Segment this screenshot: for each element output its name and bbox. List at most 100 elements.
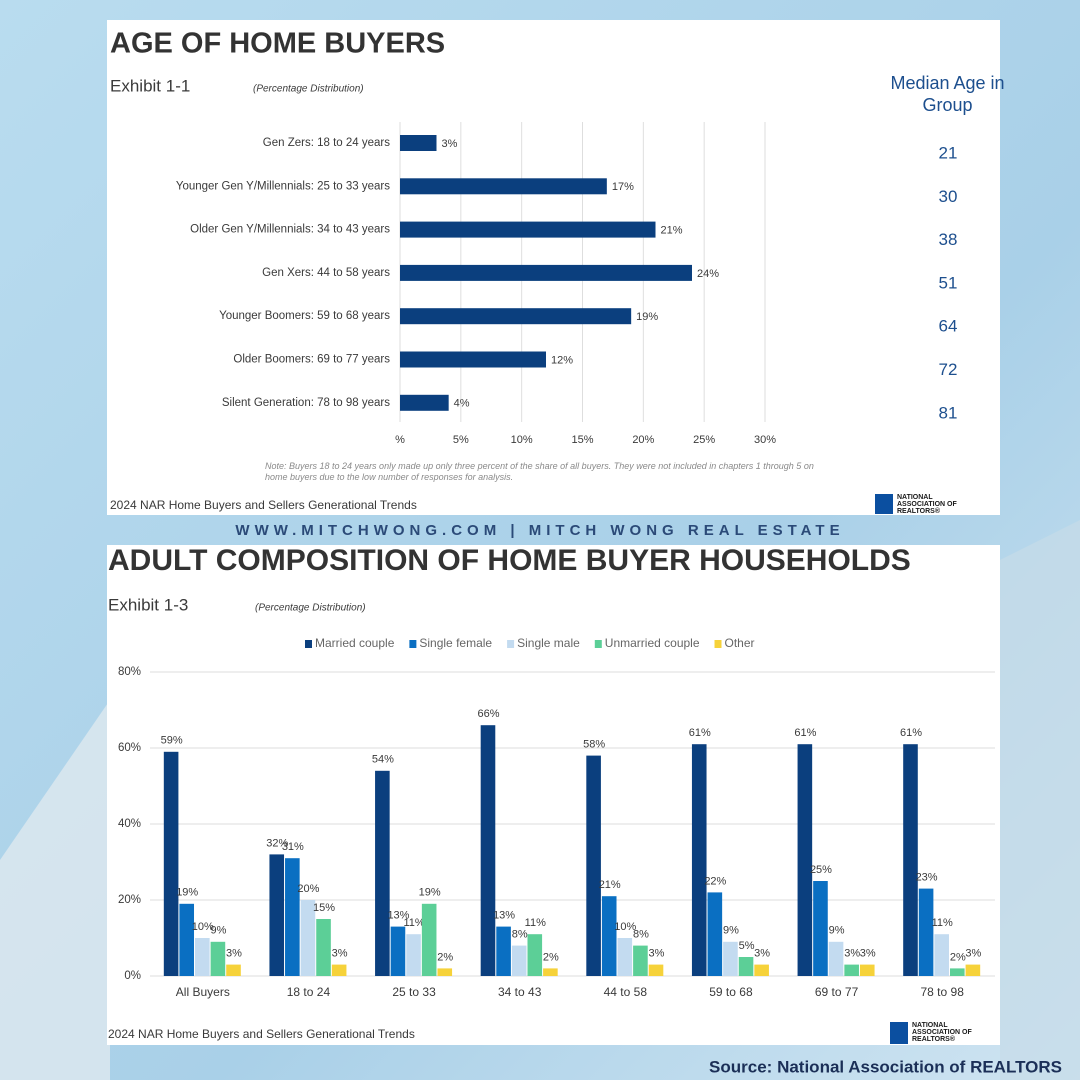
bar (586, 755, 601, 976)
legend-marker (594, 640, 602, 648)
median-age: 72 (939, 360, 958, 379)
data-label: 24% (697, 268, 719, 280)
median-age: 64 (939, 317, 958, 336)
data-label: 31% (282, 841, 304, 853)
bar (648, 964, 664, 976)
median-age: 30 (939, 187, 958, 206)
panel (107, 545, 1000, 1045)
data-label: 23% (916, 872, 938, 884)
data-label: 8% (633, 929, 649, 941)
legend-label: Other (725, 636, 755, 650)
x-tick-label: 78 to 98 (921, 985, 965, 999)
bar (437, 968, 453, 976)
data-label: 61% (794, 727, 816, 739)
y-tick-label: Younger Gen Y/Millennials: 25 to 33 year… (176, 180, 390, 192)
x-tick-label: 34 to 43 (498, 985, 542, 999)
logo: NATIONAL ASSOCIATION OF REALTORS® (897, 494, 957, 515)
x-tick-label: 20% (632, 434, 654, 446)
subtitle: (Percentage Distribution) (255, 603, 366, 614)
data-label: 19% (176, 887, 198, 899)
data-label: 9% (829, 925, 845, 937)
data-label: 21% (661, 225, 683, 237)
x-tick-label: % (395, 434, 405, 446)
data-label: 54% (372, 754, 394, 766)
data-label: 58% (583, 739, 605, 751)
footer: 2024 NAR Home Buyers and Sellers Generat… (110, 498, 417, 512)
bar (934, 934, 949, 976)
bar (390, 926, 406, 976)
bar (285, 858, 300, 976)
x-tick-label: 15% (571, 434, 593, 446)
data-label: 21% (599, 879, 621, 891)
legend-label: Married couple (315, 636, 395, 650)
bar (400, 351, 546, 368)
data-label: 4% (454, 398, 470, 410)
median-age: 51 (939, 273, 958, 292)
building (0, 700, 110, 1080)
data-label: 9% (210, 925, 226, 937)
data-label: 19% (419, 887, 441, 899)
footer: 2024 NAR Home Buyers and Sellers Generat… (108, 1027, 415, 1041)
x-tick-label: 25 to 33 (392, 985, 436, 999)
data-label: 9% (723, 925, 739, 937)
data-label: 3% (442, 138, 458, 150)
y-tick-label: Silent Generation: 78 to 98 years (222, 397, 390, 409)
data-label: 2% (950, 951, 966, 963)
x-tick-label: 59 to 68 (709, 985, 753, 999)
legend-marker (409, 640, 417, 648)
bar (375, 770, 390, 976)
bar (195, 938, 210, 976)
median-header-box: Median Age in Group (890, 73, 1004, 115)
legend-marker (305, 640, 312, 648)
legend-label: Unmarried couple (605, 636, 700, 650)
y-tick-label: 20% (118, 894, 141, 906)
bar (210, 941, 226, 976)
data-label: 3% (844, 948, 860, 960)
bar (813, 881, 828, 976)
logo-mark (890, 1022, 908, 1044)
data-label: 8% (512, 929, 528, 941)
y-tick-label: 60% (118, 742, 141, 754)
data-label: 11% (525, 917, 546, 929)
x-tick-label: 5% (453, 434, 469, 446)
logo-mark (875, 494, 893, 514)
data-label: 61% (900, 727, 922, 739)
x-tick-label: 10% (511, 434, 533, 446)
data-label: 20% (297, 883, 319, 895)
bar (226, 964, 241, 976)
data-label: 25% (810, 864, 832, 876)
data-label: 12% (551, 354, 573, 366)
y-tick-label: Younger Boomers: 59 to 68 years (219, 310, 390, 322)
exhibit: Exhibit 1-1 (110, 76, 190, 95)
x-tick-label: 18 to 24 (287, 985, 331, 999)
bar (400, 135, 437, 151)
data-label: 3% (965, 948, 981, 960)
x-tick-label: 30% (754, 434, 776, 446)
bar (633, 945, 648, 976)
data-label: 3% (860, 948, 876, 960)
y-tick-label: Gen Xers: 44 to 58 years (262, 267, 390, 279)
data-label: 15% (313, 902, 335, 914)
bar (828, 941, 844, 976)
bar (400, 264, 692, 281)
bar (707, 892, 723, 976)
logo: NATIONAL ASSOCIATION OF REALTORS® (912, 1022, 972, 1043)
data-label: 2% (437, 951, 453, 963)
bar (859, 964, 875, 976)
source: Source: National Association of REALTORS (709, 1057, 1062, 1076)
bar (163, 751, 179, 976)
data-label: 19% (636, 311, 658, 323)
data-label: 22% (704, 875, 726, 887)
bar (496, 926, 511, 976)
x-tick-label: 44 to 58 (604, 985, 648, 999)
data-label: 61% (689, 727, 711, 739)
bar (965, 964, 981, 976)
bar (918, 888, 934, 976)
data-label: 3% (226, 948, 242, 960)
bar (421, 903, 437, 976)
bar (300, 900, 316, 976)
bar (400, 178, 607, 195)
data-label: 5% (739, 940, 755, 952)
data-label: 2% (543, 951, 559, 963)
